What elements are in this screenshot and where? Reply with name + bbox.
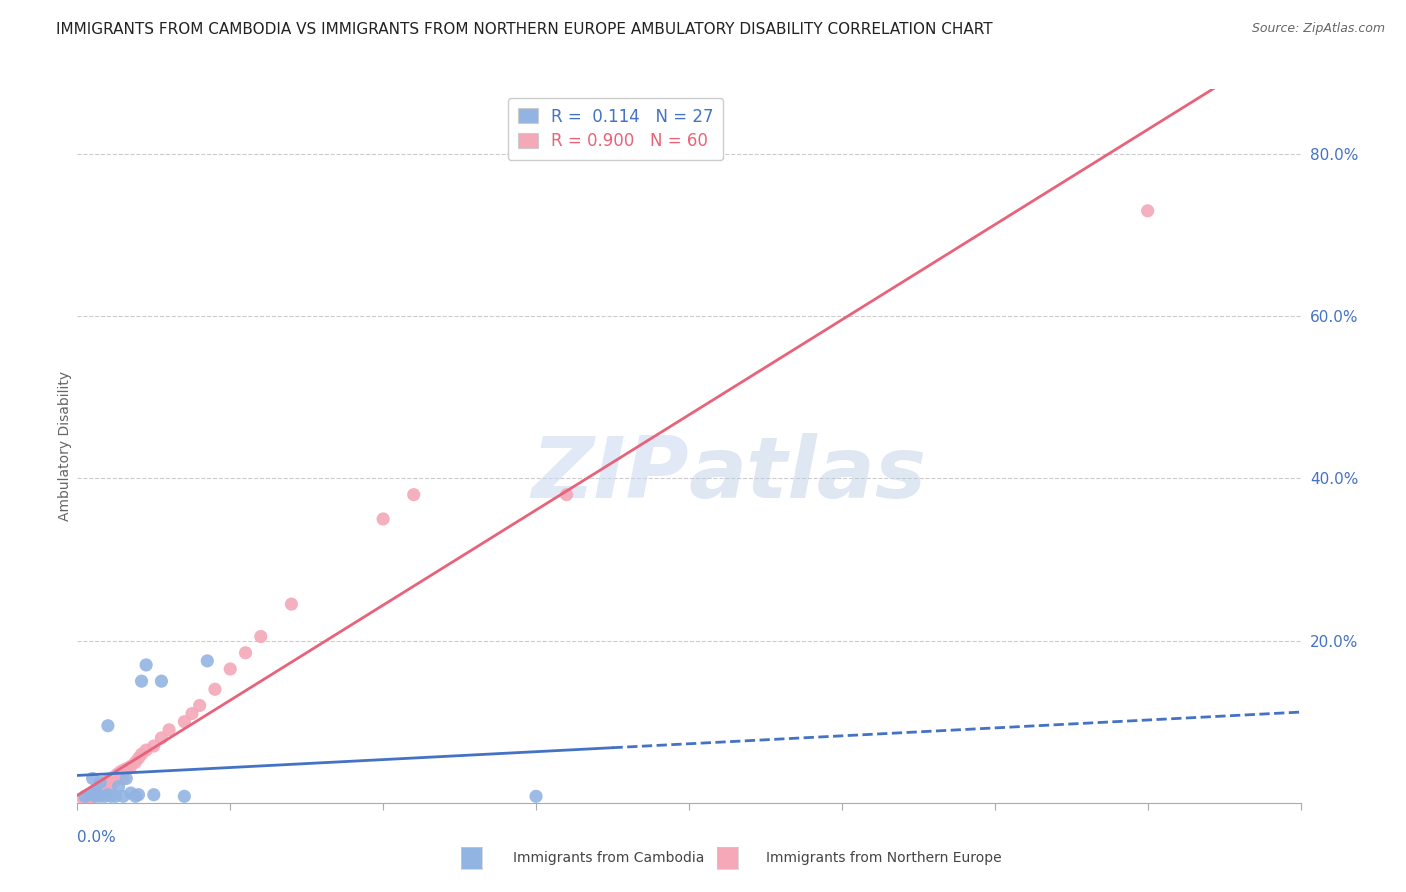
Point (100, 778, 122, 792)
Point (555, 488, 578, 502)
Point (115, 772, 138, 786)
Point (150, 731, 173, 745)
Point (83, 789, 105, 803)
Point (115, 762, 138, 776)
Point (108, 764, 131, 779)
Point (131, 747, 153, 761)
Point (135, 657, 157, 672)
Point (97, 773, 120, 788)
Point (84, 783, 107, 797)
Point (89, 789, 111, 804)
Point (402, 488, 425, 502)
Point (173, 714, 195, 729)
Point (82, 772, 104, 786)
Point (100, 789, 122, 804)
Point (371, 512, 394, 526)
Point (173, 789, 195, 804)
Point (87, 786, 110, 800)
Text: IMMIGRANTS FROM CAMBODIA VS IMMIGRANTS FROM NORTHERN EUROPE AMBULATORY DISABILIT: IMMIGRANTS FROM CAMBODIA VS IMMIGRANTS F… (56, 22, 993, 37)
Point (204, 682, 226, 697)
Point (79, 788, 101, 802)
Point (73, 789, 96, 804)
Point (112, 772, 135, 786)
Point (135, 743, 157, 757)
Point (89, 786, 111, 800)
Point (124, 789, 146, 804)
Point (79, 789, 101, 804)
Point (94, 775, 117, 789)
Point (89, 775, 111, 789)
Point (98, 780, 121, 794)
Point (1136, 203, 1159, 218)
Point (142, 788, 165, 802)
Point (82, 786, 104, 800)
Point (90, 778, 112, 792)
Point (97, 719, 120, 733)
Point (73, 791, 96, 805)
Point (82, 789, 104, 804)
Point (103, 770, 125, 784)
Point (80, 790, 103, 805)
Text: ZIP: ZIP (531, 433, 689, 516)
Point (96, 781, 118, 796)
Point (219, 662, 242, 676)
Point (120, 786, 142, 800)
Point (195, 654, 218, 668)
Point (280, 597, 302, 611)
Point (104, 773, 127, 788)
Point (150, 674, 173, 689)
Point (94, 783, 117, 797)
Point (100, 772, 122, 786)
Point (235, 646, 257, 660)
Point (86, 787, 108, 801)
Point (77, 791, 100, 805)
Point (181, 706, 204, 721)
Point (124, 756, 146, 770)
Point (82, 786, 104, 800)
Text: 0.0%: 0.0% (77, 830, 117, 845)
Point (79, 791, 101, 805)
Point (86, 782, 108, 797)
Y-axis label: Ambulatory Disability: Ambulatory Disability (58, 371, 72, 521)
Point (94, 789, 117, 804)
Point (131, 674, 153, 689)
Point (97, 788, 120, 802)
Point (80, 788, 103, 802)
Legend: R =  0.114   N = 27, R = 0.900   N = 60: R = 0.114 N = 27, R = 0.900 N = 60 (508, 97, 724, 161)
Point (101, 775, 124, 789)
Text: atlas: atlas (689, 433, 927, 516)
Point (91, 783, 114, 797)
Point (250, 630, 273, 644)
Point (120, 759, 142, 773)
Point (84, 788, 107, 802)
Point (72, 792, 94, 806)
Text: Immigrants from Northern Europe: Immigrants from Northern Europe (766, 851, 1002, 865)
Point (188, 698, 211, 713)
Point (84, 783, 107, 797)
Point (76, 791, 98, 805)
Point (105, 767, 128, 781)
Point (524, 789, 547, 804)
Point (97, 781, 120, 796)
Point (86, 788, 108, 802)
Point (84, 789, 107, 804)
Text: Source: ZipAtlas.com: Source: ZipAtlas.com (1251, 22, 1385, 36)
Text: Immigrants from Cambodia: Immigrants from Cambodia (513, 851, 704, 865)
Point (90, 784, 112, 798)
Point (89, 780, 111, 794)
Point (87, 781, 110, 796)
Point (142, 739, 165, 753)
Point (128, 751, 150, 765)
Point (128, 788, 150, 802)
Point (107, 780, 129, 794)
Point (157, 723, 180, 737)
Point (83, 785, 105, 799)
Point (112, 789, 135, 804)
Point (96, 775, 118, 789)
Point (112, 764, 135, 778)
Point (104, 789, 127, 804)
